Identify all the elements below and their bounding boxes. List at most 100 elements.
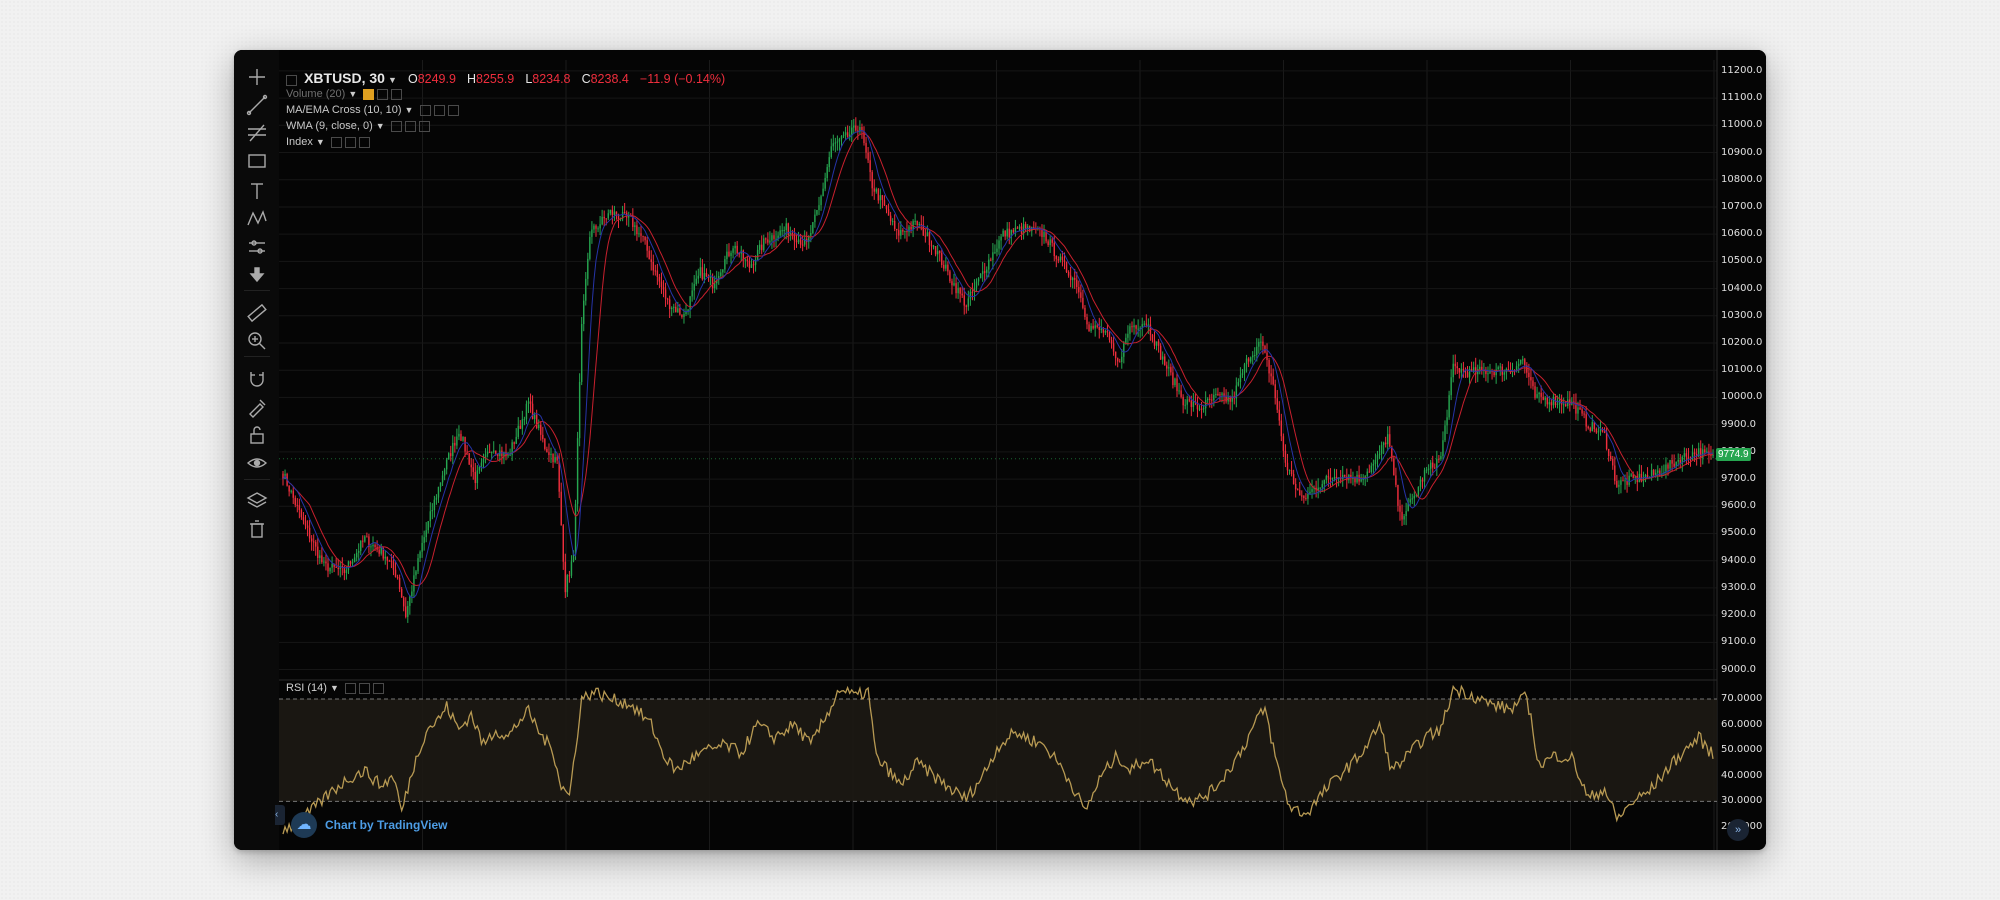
close-icon[interactable] xyxy=(372,682,384,694)
candle xyxy=(953,273,955,287)
visibility-icon[interactable] xyxy=(330,136,342,148)
candle-body xyxy=(298,505,301,511)
layers-icon[interactable] xyxy=(245,489,269,513)
chevron-down-icon[interactable]: ▼ xyxy=(348,89,358,99)
candle xyxy=(1059,253,1062,263)
lock-drawings-icon[interactable] xyxy=(245,395,269,419)
candle-body xyxy=(1534,386,1536,398)
settings-icon[interactable] xyxy=(344,136,356,148)
settings-icon[interactable] xyxy=(358,682,370,694)
candle xyxy=(1421,477,1424,489)
cursor-cross-icon[interactable] xyxy=(245,65,269,89)
candle-body xyxy=(578,381,581,439)
visibility-icon[interactable] xyxy=(344,682,356,694)
visibility-icon[interactable] xyxy=(390,120,402,132)
candle xyxy=(552,453,554,468)
visibility-icon[interactable] xyxy=(363,88,375,100)
candle xyxy=(1290,460,1293,477)
candle-body xyxy=(1440,456,1442,460)
price-chart-svg[interactable] xyxy=(279,50,1766,850)
candle-body xyxy=(666,298,669,300)
visibility-icon[interactable] xyxy=(419,104,431,116)
candle-body xyxy=(1595,428,1598,433)
candle xyxy=(1558,393,1561,414)
settings-icon[interactable] xyxy=(404,120,416,132)
candle-body xyxy=(910,226,912,230)
candle xyxy=(1215,388,1217,399)
close-icon[interactable] xyxy=(447,104,459,116)
candle-body xyxy=(1182,396,1184,406)
chevron-down-icon[interactable]: ▼ xyxy=(387,75,397,85)
candle xyxy=(681,314,683,319)
eye-icon[interactable] xyxy=(245,451,269,475)
trend-line-icon[interactable] xyxy=(245,93,269,117)
symbol-name[interactable]: XBTUSD, 30 xyxy=(304,70,385,86)
candle-body xyxy=(1526,365,1528,373)
indicator-label: Volume (20) xyxy=(286,88,346,100)
candle-body xyxy=(1493,370,1495,376)
fib-icon[interactable] xyxy=(245,121,269,145)
candle xyxy=(1479,359,1481,375)
candle-body xyxy=(462,436,464,441)
candle-body xyxy=(1667,464,1669,469)
prediction-icon[interactable] xyxy=(245,235,269,259)
pattern-icon[interactable] xyxy=(245,207,269,231)
candle xyxy=(1389,426,1391,448)
tradingview-watermark[interactable]: ☁ Chart by TradingView xyxy=(291,812,447,838)
magnet-icon[interactable] xyxy=(245,367,269,391)
close-icon[interactable] xyxy=(391,88,403,100)
candle-body xyxy=(1065,261,1068,272)
rectangle-icon[interactable] xyxy=(245,149,269,173)
indicator-volume[interactable]: Volume (20) ▼ xyxy=(286,86,725,102)
candle xyxy=(478,466,481,474)
chevron-down-icon[interactable]: ▼ xyxy=(329,683,339,693)
collapse-legend-icon[interactable] xyxy=(286,74,297,86)
candle xyxy=(325,554,327,571)
candle xyxy=(1560,394,1563,414)
close-icon[interactable] xyxy=(418,120,430,132)
candle xyxy=(538,419,540,431)
indicator-ma-ema-cross[interactable]: MA/EMA Cross (10, 10) ▼ xyxy=(286,102,725,118)
candle-body xyxy=(781,230,783,232)
indicator-index[interactable]: Index ▼ xyxy=(286,134,725,150)
candle-body xyxy=(546,448,548,453)
candle xyxy=(1294,478,1297,498)
rsi-legend[interactable]: RSI (14) ▼ xyxy=(286,682,384,694)
candle xyxy=(1303,495,1305,504)
candle xyxy=(832,134,835,151)
chevron-down-icon[interactable]: ▼ xyxy=(315,137,325,147)
scroll-to-realtime-button[interactable]: » xyxy=(1727,819,1749,841)
candle xyxy=(1519,359,1522,366)
chevron-down-icon[interactable]: ▼ xyxy=(404,105,414,115)
settings-icon[interactable] xyxy=(433,104,445,116)
chevron-down-icon[interactable]: ▼ xyxy=(375,121,385,131)
indicator-wma[interactable]: WMA (9, close, 0) ▼ xyxy=(286,118,725,134)
candle xyxy=(1550,398,1553,411)
candle xyxy=(1607,448,1610,462)
candle xyxy=(546,446,548,453)
text-icon[interactable] xyxy=(245,179,269,203)
candle-body xyxy=(339,566,341,570)
candle xyxy=(282,471,284,486)
candle xyxy=(1000,234,1002,250)
candle-body xyxy=(1655,472,1657,475)
candle-body xyxy=(1593,422,1596,429)
settings-icon[interactable] xyxy=(377,88,389,100)
chart-area[interactable]: XBTUSD, 30 ▼ O8249.9 H8255.9 L8234.8 C823… xyxy=(275,50,1766,850)
close-icon[interactable] xyxy=(358,136,370,148)
candle-body xyxy=(378,549,380,554)
candle-body xyxy=(1556,403,1559,405)
unlock-icon[interactable] xyxy=(245,423,269,447)
candle xyxy=(1597,425,1600,441)
ruler-icon[interactable] xyxy=(245,301,269,325)
candle xyxy=(593,223,595,234)
arrow-down-icon[interactable] xyxy=(245,263,269,287)
collapse-toolbar-button[interactable]: ‹ xyxy=(275,805,285,825)
candle-body xyxy=(953,283,955,286)
zoom-in-icon[interactable] xyxy=(245,329,269,353)
candle-body xyxy=(1589,428,1591,432)
candle-body xyxy=(450,453,452,457)
candle xyxy=(597,226,599,233)
trash-icon[interactable] xyxy=(245,517,269,541)
candle xyxy=(1542,392,1544,401)
